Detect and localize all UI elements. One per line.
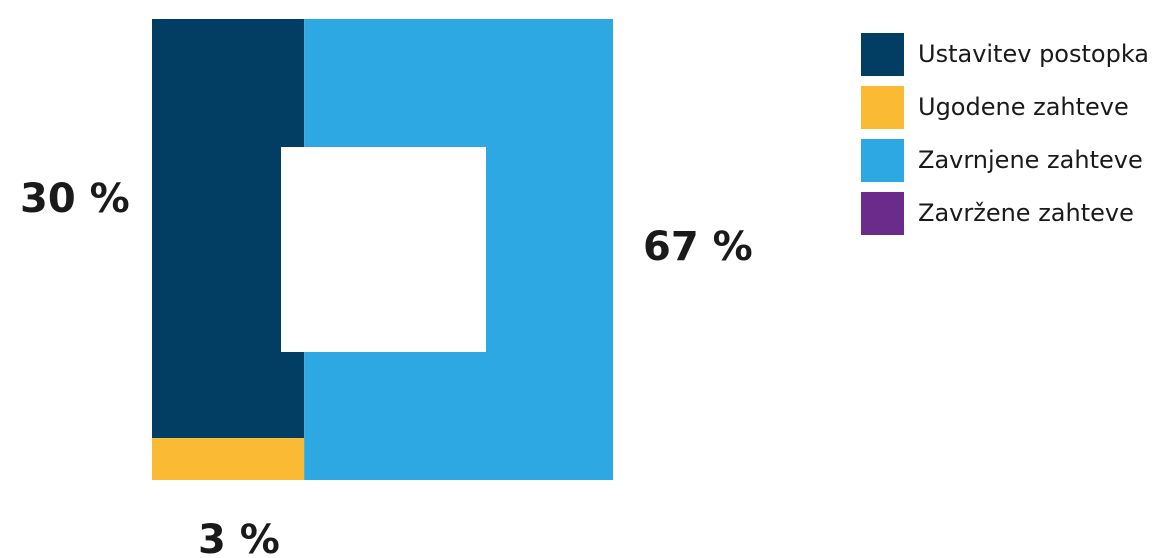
legend-swatch xyxy=(861,191,904,235)
label-ustavitev-postopka: 30 % xyxy=(20,176,130,222)
center-hole xyxy=(281,147,486,352)
legend-item-zavrzene-zahteve: Zavržene zahteve xyxy=(861,191,1173,235)
label-zavrnjene-zahteve: 67 % xyxy=(643,224,753,270)
legend-label: Ugodene zahteve xyxy=(918,93,1129,121)
legend-label: Zavrnjene zahteve xyxy=(918,146,1143,174)
legend-label: Zavržene zahteve xyxy=(918,199,1134,227)
legend: Ustavitev postopka Ugodene zahteve Zavrn… xyxy=(861,32,1173,244)
legend-item-zavrnjene-zahteve: Zavrnjene zahteve xyxy=(861,138,1173,182)
segment-ugodene-zahteve xyxy=(152,438,305,480)
legend-swatch xyxy=(861,32,904,76)
legend-swatch xyxy=(861,138,904,182)
legend-swatch xyxy=(861,85,904,129)
label-ugodene-zahteve: 3 % xyxy=(198,517,280,558)
legend-label: Ustavitev postopka xyxy=(918,40,1149,68)
segment-ustavitev-postopka xyxy=(152,19,305,439)
legend-item-ugodene-zahteve: Ugodene zahteve xyxy=(861,85,1173,129)
legend-item-ustavitev-postopka: Ustavitev postopka xyxy=(861,32,1173,76)
